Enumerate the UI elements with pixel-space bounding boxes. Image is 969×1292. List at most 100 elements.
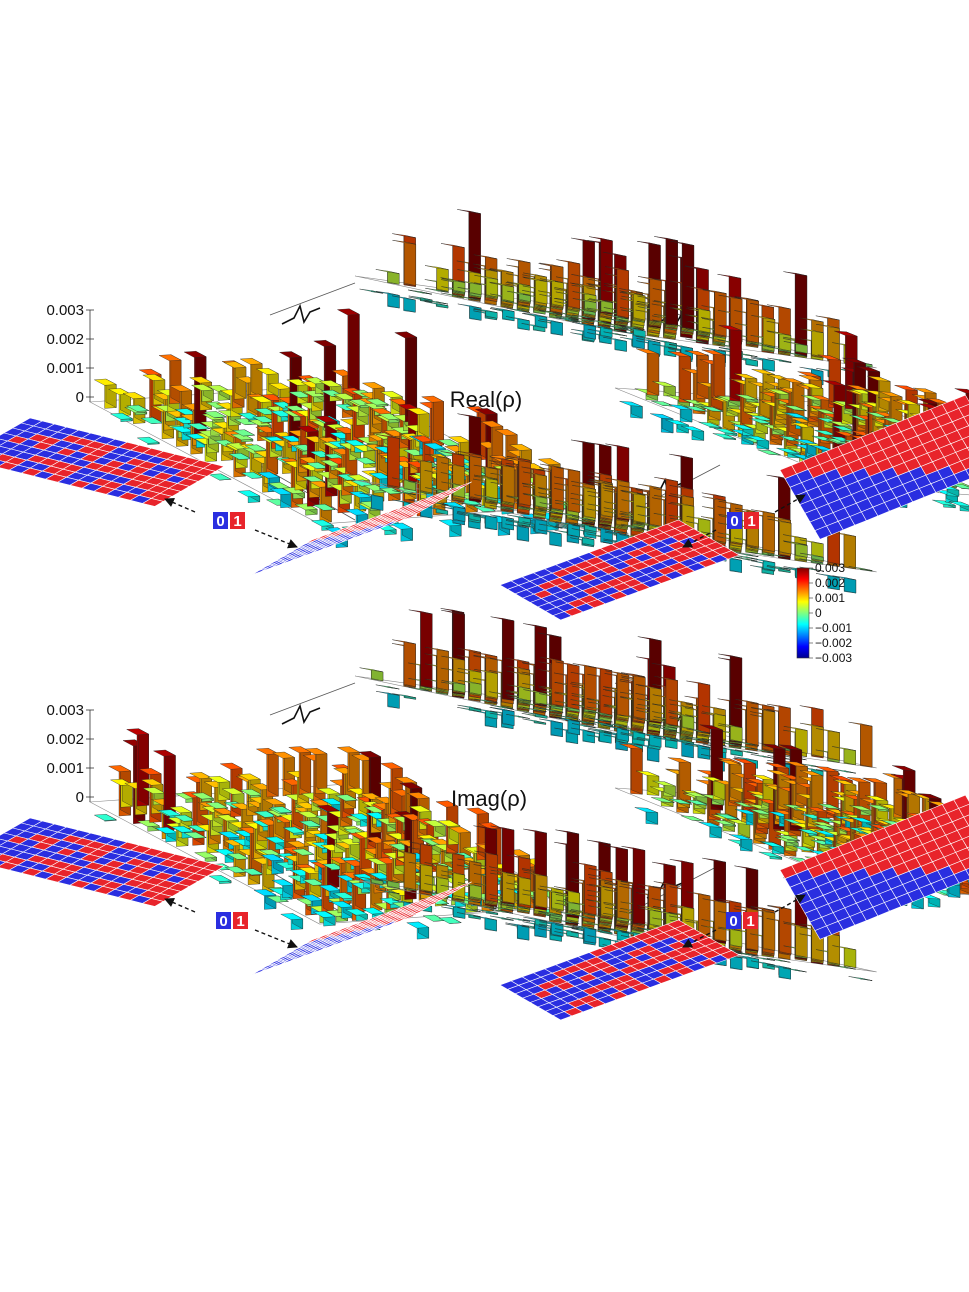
- bar: [473, 308, 498, 319]
- bar: [232, 429, 256, 437]
- bar: [848, 976, 873, 981]
- bar: [619, 743, 643, 795]
- bar: [783, 405, 807, 412]
- bar: [336, 308, 361, 392]
- bar: [93, 378, 117, 409]
- colorbar-tick-label: 0.002: [815, 576, 845, 590]
- bar: [572, 314, 596, 320]
- bar: [424, 301, 449, 309]
- bar: [223, 361, 247, 400]
- bar: [605, 318, 630, 323]
- bar: [158, 354, 182, 405]
- dashed-arrow: [254, 529, 298, 549]
- dashed-arrow: [164, 898, 196, 913]
- bar: [783, 271, 808, 356]
- bit-one-label: 1: [747, 513, 755, 530]
- bar: [203, 411, 227, 419]
- z-axis: 0.003 0.002 0.001 0: [46, 702, 94, 806]
- dashed-arrow: [254, 929, 298, 949]
- z-tick-label: 0: [76, 389, 84, 406]
- bar: [783, 351, 808, 357]
- bar: [783, 341, 808, 354]
- bar: [650, 413, 674, 434]
- z-tick-label: 0.001: [46, 360, 84, 377]
- dashed-arrow: [164, 498, 196, 513]
- colorbar-tick-label: −0.002: [815, 636, 852, 650]
- bar: [312, 503, 336, 511]
- bar: [685, 350, 709, 400]
- bar: [668, 404, 693, 423]
- bar: [425, 288, 449, 293]
- bar: [735, 296, 759, 344]
- bar: [280, 913, 304, 930]
- bar: [379, 487, 403, 495]
- bar: [654, 236, 678, 327]
- colorbar-tick-label: 0.001: [815, 591, 845, 605]
- bar: [375, 691, 400, 709]
- bar: [751, 558, 776, 571]
- bar: [767, 357, 792, 364]
- bar: [604, 324, 629, 330]
- bar: [621, 326, 646, 338]
- bar: [750, 754, 775, 759]
- bit-zero-label: 0: [730, 513, 738, 530]
- bar: [745, 435, 769, 450]
- bar: [570, 316, 595, 323]
- bar: [815, 324, 840, 362]
- bar: [799, 328, 824, 358]
- bar: [359, 667, 384, 682]
- bar: [93, 813, 117, 822]
- bar: [406, 407, 430, 439]
- bit-legend-imag-left: 0 1: [216, 912, 248, 930]
- imaginary-part-panel: 0.003 0.002 0.001 0: [0, 608, 969, 1021]
- bar: [603, 331, 628, 337]
- bar: [620, 325, 645, 330]
- bit-legend-real-left: 0 1: [213, 512, 245, 530]
- bar: [750, 356, 775, 372]
- bar: [523, 312, 548, 329]
- bar: [538, 310, 563, 315]
- bar: [457, 303, 482, 321]
- bar: [680, 425, 704, 441]
- colorbar-gradient: [796, 567, 810, 659]
- bar: [734, 356, 758, 367]
- bit-zero-label: 0: [216, 513, 224, 530]
- bit-legend-imag-right: 0 1: [726, 912, 758, 930]
- bar-plot-left: [88, 308, 580, 548]
- bar: [109, 412, 134, 422]
- axis-break-icon: [281, 303, 321, 325]
- bar: [539, 318, 563, 336]
- bar: [441, 278, 466, 293]
- z-tick-label: 0.003: [46, 302, 84, 319]
- bar: [634, 807, 658, 825]
- bar: [490, 307, 515, 322]
- z-tick-label: 0.001: [46, 760, 84, 777]
- bar-plot-back: [354, 209, 877, 386]
- bar: [712, 433, 736, 441]
- bit-zero-label: 0: [729, 913, 737, 930]
- bar: [365, 398, 389, 407]
- bar: [572, 322, 596, 340]
- bar: [239, 357, 263, 399]
- bar: [490, 282, 514, 302]
- bar: [408, 289, 432, 295]
- colorbar-tick-label: −0.001: [815, 621, 852, 635]
- real-part-title: Real(ρ): [450, 387, 522, 412]
- bar: [208, 473, 232, 481]
- bit-one-label: 1: [233, 513, 241, 530]
- bar: [424, 299, 448, 305]
- bar: [587, 319, 612, 324]
- bar: [456, 295, 481, 301]
- bar: [237, 490, 261, 503]
- bar: [713, 428, 738, 436]
- bar: [389, 522, 414, 542]
- z-tick-label: 0.002: [46, 331, 84, 348]
- bar: [505, 316, 530, 331]
- colorbar-tick-label: 0.003: [815, 561, 845, 575]
- bar: [142, 374, 166, 406]
- z-axis: 0.003 0.002 0.001 0: [46, 302, 94, 406]
- bar: [391, 295, 416, 313]
- bar: [685, 338, 709, 344]
